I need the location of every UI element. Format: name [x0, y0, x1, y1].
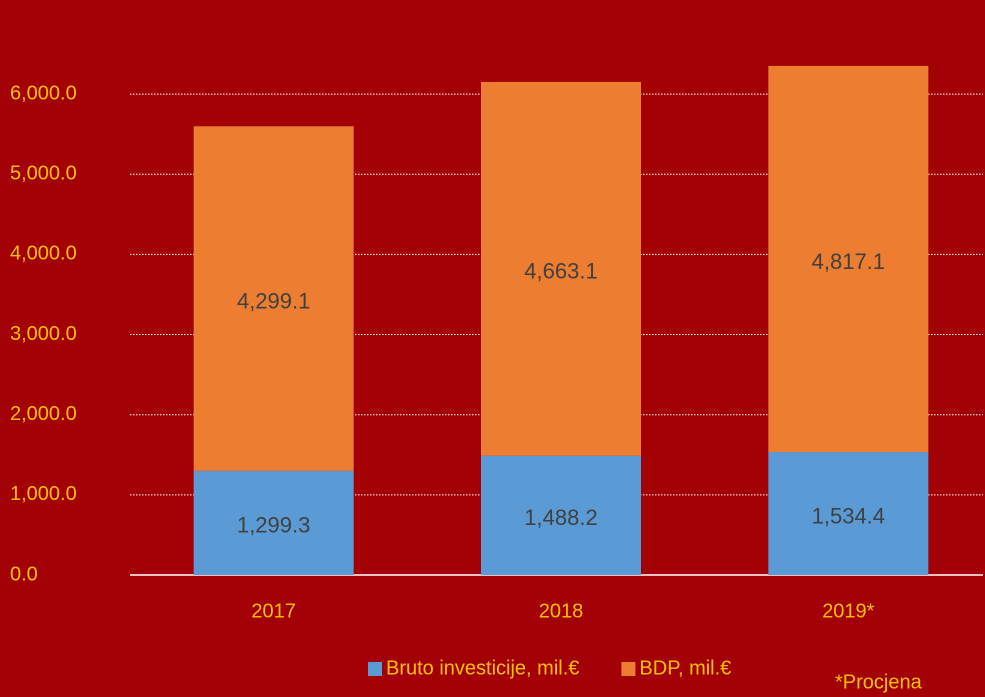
y-tick-label: 1,000.0 — [10, 483, 77, 505]
x-tick-label: 2017 — [251, 600, 296, 622]
x-tick-label: 2019* — [822, 600, 874, 622]
y-tick-label: 2,000.0 — [10, 403, 77, 425]
y-tick-label: 4,000.0 — [10, 243, 77, 265]
data-label: 1,488.2 — [524, 505, 597, 530]
bar-segment — [193, 126, 354, 471]
bar-segment — [768, 452, 929, 575]
legend-label: Bruto investicije, mil.€ — [386, 657, 579, 679]
data-label: 1,534.4 — [812, 503, 885, 528]
legend-swatch — [368, 662, 382, 676]
legend-swatch — [621, 662, 636, 676]
bar-segment — [481, 81, 641, 456]
y-tick-label: 5,000.0 — [10, 163, 77, 185]
y-tick-label: 0.0 — [10, 563, 38, 585]
y-tick-label: 3,000.0 — [10, 323, 77, 345]
bar-segment — [193, 470, 354, 575]
legend-label: BDP, mil.€ — [639, 657, 731, 679]
data-label: 4,663.1 — [524, 259, 597, 284]
annotation: *Procjena — [835, 671, 923, 693]
data-label: 1,299.3 — [237, 513, 310, 538]
data-label: 4,817.1 — [812, 249, 885, 274]
y-tick-label: 6,000.0 — [10, 82, 77, 104]
data-label: 4,299.1 — [237, 288, 310, 313]
x-tick-label: 2018 — [539, 600, 584, 622]
bar-segment — [481, 455, 641, 575]
bar-segment — [768, 65, 929, 453]
